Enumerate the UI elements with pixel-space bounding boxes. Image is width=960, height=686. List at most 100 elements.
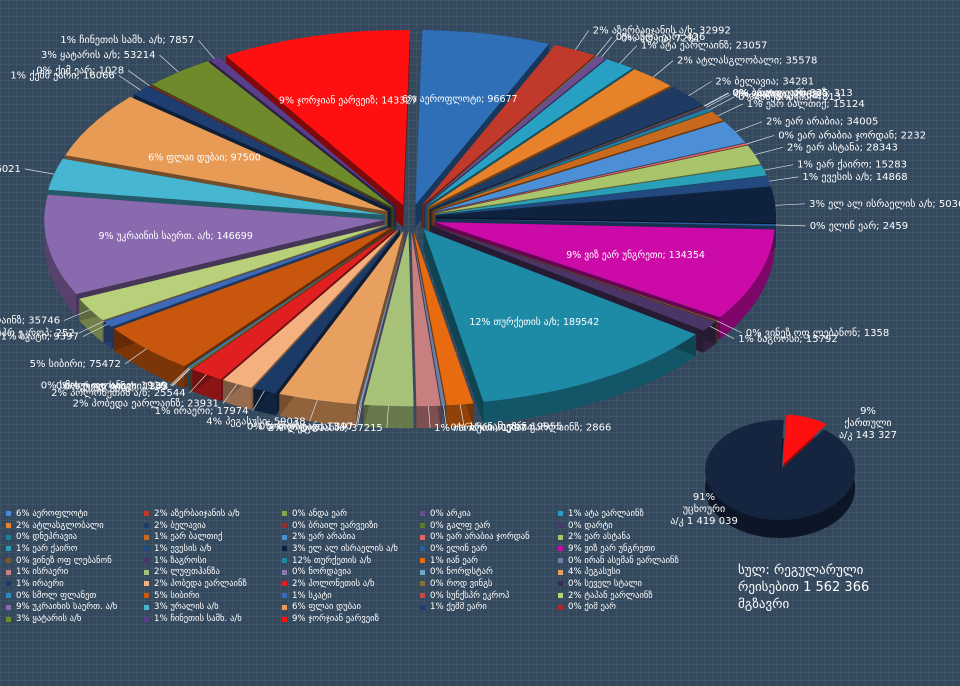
leader-line: [704, 92, 729, 107]
legend-item: 0% როდ ვინგს: [420, 578, 553, 590]
total-line-3: მგზავრი: [738, 597, 790, 612]
slice-label: 1% ზაგროსი; 15792: [738, 333, 838, 345]
legend-item: 0% სეველ სტალი: [558, 578, 691, 590]
leader-line: [754, 146, 784, 156]
leader-line: [222, 383, 238, 404]
slice-label: 0% სეველ სტალი; 139: [56, 380, 168, 392]
legend-swatch: [558, 558, 563, 564]
legend-swatch: [6, 511, 11, 517]
legend-item: 0% დარტი: [558, 520, 691, 532]
legend-swatch: [282, 569, 287, 575]
legend-label: 0% ქიმ ეარ: [568, 602, 617, 613]
legend-swatch: [420, 534, 425, 540]
legend-swatch: [282, 581, 287, 587]
legend-item: 2% ლუფთჰანზა: [144, 566, 277, 578]
legend-swatch: [558, 604, 563, 610]
legend-item: 2% ეარ ასტანა: [558, 531, 691, 543]
legend-item: 0% დნეპრავია: [6, 531, 139, 543]
legend-item: 3% ყატარის ა/ხ: [6, 613, 139, 625]
legend-label: 0% არკია: [430, 508, 471, 519]
legend-swatch: [144, 523, 149, 529]
legend-swatch: [558, 546, 563, 552]
leader-line: [596, 36, 613, 57]
legend-label: 9% ვიზ ეარ უნგრეთი: [568, 543, 656, 554]
slice-label: 0% ვინეზ ოფ ლებანონ; 1358: [746, 327, 889, 339]
legend-label: 0% როდ ვინგს: [430, 578, 493, 589]
legend-label: 4% პეგასუსი: [568, 567, 621, 578]
legend-item: 1% იან ეარ: [420, 555, 553, 567]
slice-label: 1% ეარ ქაირო; 15283: [797, 159, 907, 171]
leader-line: [252, 390, 265, 412]
legend-label: 9% ჯორჯიან ეარვეიზ: [292, 614, 379, 625]
leader-line: [171, 368, 190, 387]
legend-label: 3% ყატარის ა/ხ: [16, 614, 82, 625]
legend-item: 0% სმოლ ფლანეთ: [6, 590, 139, 602]
legend-swatch: [420, 546, 425, 552]
slice-label: 6% აეროფლოტი; 96677: [402, 94, 518, 105]
legend-label: 2% ეარ ასტანა: [568, 532, 631, 543]
legend-label: 1% ევესის ა/ხ: [154, 543, 212, 554]
legend-label: 0% ელინ ეარ: [430, 543, 488, 554]
slice-label: 6% ფლაი დუბაი; 97500: [148, 153, 261, 164]
leader-line: [386, 406, 389, 429]
legend-label: 1% ირაერი: [16, 578, 64, 589]
legend-item: 1% ზაგროსი: [144, 555, 277, 567]
slice-label: 3% ყატარის ა/ხ; 53214: [41, 49, 156, 61]
legend-item: 1% ეარ ქაირო: [6, 543, 139, 555]
legend-item: 12% თურქეთის ა/ხ: [282, 555, 415, 567]
legend-item: 9% უკრაინის საერთ. ა/ხ: [6, 602, 139, 614]
legend-swatch: [6, 616, 11, 622]
legend-swatch: [6, 534, 11, 540]
legend-swatch: [282, 546, 287, 552]
legend-item: 1% ჩინეთის სამხ. ა/ხ: [144, 613, 277, 625]
legend-label: 1% ზაგროსი: [154, 555, 207, 566]
slice-22: [423, 229, 696, 424]
slice-label: 2% ეარ ასტანა; 28343: [787, 141, 898, 153]
legend-label: 0% გალფ ეარ: [430, 520, 491, 531]
leader-line: [703, 92, 729, 107]
legend-label: 1% ატა ეარლაინზ: [568, 508, 644, 519]
slice-25: [411, 231, 441, 429]
legend-item: 2% პობედა ეარლაინზ: [144, 578, 277, 590]
leader-line: [709, 325, 735, 340]
legend-label: 2% პოლონეთის ა/ხ: [292, 578, 375, 589]
leader-line: [459, 404, 465, 427]
legend-swatch: [558, 534, 563, 540]
legend-swatch: [144, 569, 149, 575]
legend-label: 1% სკატი: [292, 590, 332, 601]
slice-label: 0% დნეპრავია; 4813: [738, 91, 841, 103]
slice-label: 0% ეარ არაბია ჯორდან; 2232: [778, 129, 926, 141]
leader-line: [443, 405, 447, 428]
leader-line: [717, 103, 743, 117]
legend-swatch: [558, 593, 563, 599]
slice-label: 0% არკია; 7281: [621, 33, 700, 45]
legend-item: 0% ქიმ ეარ: [558, 602, 691, 614]
legend-swatch: [144, 604, 149, 610]
slice-label: 0% ნორდავია; 397: [259, 421, 353, 433]
leader-line: [688, 81, 712, 97]
legend-item: 6% აეროფლოტი: [6, 508, 139, 520]
slice-label: 3% ურალის ა/ხ; 46021: [0, 163, 21, 175]
total-line-1: სულ: რეგულარული: [738, 563, 864, 578]
legend-label: 0% ეარ არაბია ჯორდან: [430, 532, 530, 543]
slice-label: 1% ევესის ა/ხ; 14868: [802, 171, 907, 183]
legend-item: 3% ელ ალ ისრაელის ა/ხ: [282, 543, 415, 555]
leader-line: [78, 320, 104, 334]
legend-label: 2% ტაპან ეარლაინზ: [568, 590, 653, 601]
legend-label: 0% სუნქსპრ ეკროპ: [430, 590, 510, 601]
leader-line: [198, 39, 215, 60]
legend-item: 2% ატლასგლობალი: [6, 520, 139, 532]
legend-swatch: [282, 593, 287, 599]
legend-swatch: [282, 534, 287, 540]
legend-swatch: [282, 616, 287, 622]
slice-label: 2% პოლონეთის ა/ხ; 25544: [51, 387, 185, 399]
legend-label: 1% ჩინეთის სამხ. ა/ხ: [154, 614, 242, 625]
legend-item: 2% ბელავია: [144, 520, 277, 532]
leader-line: [24, 168, 55, 175]
legend-item: 0% ვინეზ ოფ ლებანონ: [6, 555, 139, 567]
slice-label: 0% სუნქსპრ ეკროპ; 252: [0, 327, 75, 339]
legend-item: 0% ეარ არაბია ჯორდან: [420, 531, 553, 543]
legend-label: 0% ვინეზ ოფ ლებანონ: [16, 555, 112, 566]
slice-label: 1% იან ეარ; 19955: [468, 420, 562, 432]
legend-label: 0% სეველ სტალი: [568, 578, 642, 589]
